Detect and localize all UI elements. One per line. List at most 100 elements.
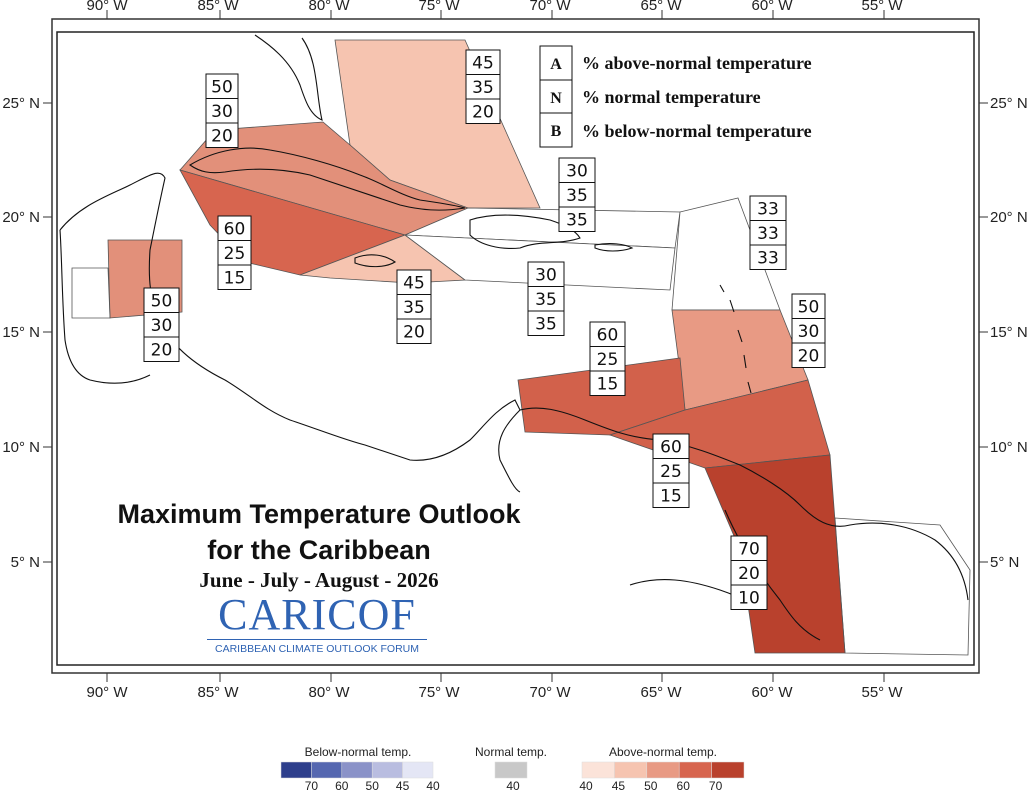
lon-label: 65° W: [640, 684, 682, 701]
stack-value-above: 60: [660, 438, 682, 458]
lon-label: 70° W: [529, 684, 571, 701]
stack-box: [652, 433, 690, 508]
region-stack-hispaniola-south: 30 35 35: [527, 261, 565, 336]
lat-label: 5° N: [11, 554, 40, 571]
stack-value-above: 30: [566, 162, 588, 182]
stack-box: [217, 215, 252, 290]
stack-box: [527, 261, 565, 336]
lat-label: 15° N: [2, 324, 40, 341]
stack-value-above: 70: [738, 540, 760, 560]
key-text-below: % below-normal temperature: [582, 121, 812, 141]
legend-tick-below: 40: [426, 779, 440, 791]
legend-tick-normal: 40: [506, 779, 520, 791]
zone-french-guiana-outline: [834, 517, 971, 656]
region-stack-guianas: 70 20 10: [730, 535, 768, 610]
season-label: June - July - August - 2026: [199, 568, 439, 592]
lat-label: 15° N: [990, 324, 1028, 341]
coast-jamaica: [354, 254, 397, 268]
stack-value-below: 33: [757, 249, 779, 269]
lon-label: 90° W: [86, 684, 128, 701]
legend-tick-above: 40: [579, 779, 593, 791]
stack-box: [730, 535, 768, 610]
lon-labels-top: 90° W 85° W 80° W 75° W 70° W 65° W 60° …: [86, 0, 903, 14]
legend-swatch-below: [280, 761, 312, 779]
stack-value-below: 20: [472, 103, 494, 123]
coast-hispaniola: [469, 214, 581, 249]
stack-value-normal: 30: [798, 322, 820, 342]
legend-above-title: Above-normal temp.: [609, 745, 717, 759]
stack-box: [143, 287, 180, 362]
legend-swatch-above: [711, 761, 745, 779]
legend-swatch-above: [678, 761, 712, 779]
stack-value-normal: 35: [472, 78, 494, 98]
stack-value-above: 60: [224, 220, 246, 240]
stack-value-above: 60: [597, 326, 619, 346]
legend-below-title: Below-normal temp.: [305, 745, 412, 759]
stack-value-below: 15: [224, 269, 246, 289]
region-stack-jamaica: 45 35 20: [396, 269, 432, 344]
legend-normal-title: Normal temp.: [475, 745, 547, 759]
stack-value-normal: 25: [660, 462, 682, 482]
region-stacks: 45 35 20 50 30 20 60 25 15 45 35 20 50 30 20 30 35 35 30 35…: [143, 49, 826, 610]
lat-labels-left: 25° N 20° N 15° N 10° N 5° N: [2, 95, 40, 571]
legend-tick-above: 50: [644, 779, 658, 791]
legend-swatch-below: [371, 761, 403, 779]
stack-value-below: 35: [566, 211, 588, 231]
lon-label: 85° W: [197, 0, 239, 14]
legend-swatch-below: [311, 761, 343, 779]
legend-swatch-above: [646, 761, 680, 779]
map-outer-frame: [51, 18, 980, 674]
caricof-logo: CARICOF CARIBBEAN CLIMATE OUTLOOK FORUM: [199, 590, 435, 661]
lat-label: 10° N: [2, 439, 40, 456]
key-letter-a: A: [550, 56, 562, 73]
legend-swatch-above: [581, 761, 615, 779]
legend-tick-below: 45: [396, 779, 410, 791]
map-title-line1: Maximum Temperature Outlook: [117, 499, 521, 529]
stack-value-above: 33: [757, 200, 779, 220]
coast-south-america: [519, 407, 969, 601]
lon-label: 85° W: [197, 684, 239, 701]
lat-label: 25° N: [990, 95, 1028, 112]
caricof-logo-subtitle: CARIBBEAN CLIMATE OUTLOOK FORUM: [215, 643, 419, 655]
stack-value-normal: 25: [224, 244, 246, 264]
stack-box: [205, 73, 239, 148]
axis-ticks: [43, 10, 988, 682]
region-stack-cayman: 60 25 15: [217, 215, 252, 290]
key-text-normal: % normal temperature: [582, 87, 761, 107]
color-legend: Below-normal temp. Normal temp. Above-no…: [280, 745, 745, 791]
stack-value-normal: 35: [403, 298, 425, 318]
coastlines: [59, 34, 969, 641]
region-stack-hispaniola-north: 30 35 35: [558, 157, 596, 232]
stack-value-normal: 33: [757, 224, 779, 244]
stack-value-above: 50: [151, 292, 173, 312]
key-letter-n: N: [550, 90, 562, 107]
lat-label: 20° N: [990, 209, 1028, 226]
lat-label: 25° N: [2, 95, 40, 112]
stack-value-below: 20: [211, 127, 233, 147]
stack-box: [791, 293, 826, 368]
coast-yucatan-west: [59, 229, 151, 384]
lon-label: 60° W: [751, 684, 793, 701]
coast-florida: [254, 34, 323, 121]
stack-value-below: 10: [738, 589, 760, 609]
lon-label: 55° W: [861, 684, 903, 701]
map-inner-frame: [56, 31, 975, 666]
stack-box: [558, 157, 596, 232]
lon-label: 80° W: [308, 0, 350, 14]
stack-value-below: 15: [597, 375, 619, 395]
coast-lesser-antilles: [719, 284, 752, 394]
stack-value-normal: 20: [738, 564, 760, 584]
stack-value-above: 45: [472, 54, 494, 74]
stack-value-above: 30: [535, 266, 557, 286]
region-stack-abc-islands: 60 25 15: [589, 321, 626, 396]
stack-value-below: 20: [151, 341, 173, 361]
lat-label: 10° N: [990, 439, 1028, 456]
lat-labels-right: 25° N 20° N 15° N 10° N 5° N: [990, 95, 1028, 571]
lon-label: 75° W: [418, 684, 460, 701]
region-stack-bahamas: 45 35 20: [465, 49, 501, 124]
legend-tick-above: 45: [612, 779, 626, 791]
stack-box: [589, 321, 626, 396]
zone-belize-west-outline: [71, 267, 111, 319]
stack-value-below: 35: [535, 315, 557, 335]
